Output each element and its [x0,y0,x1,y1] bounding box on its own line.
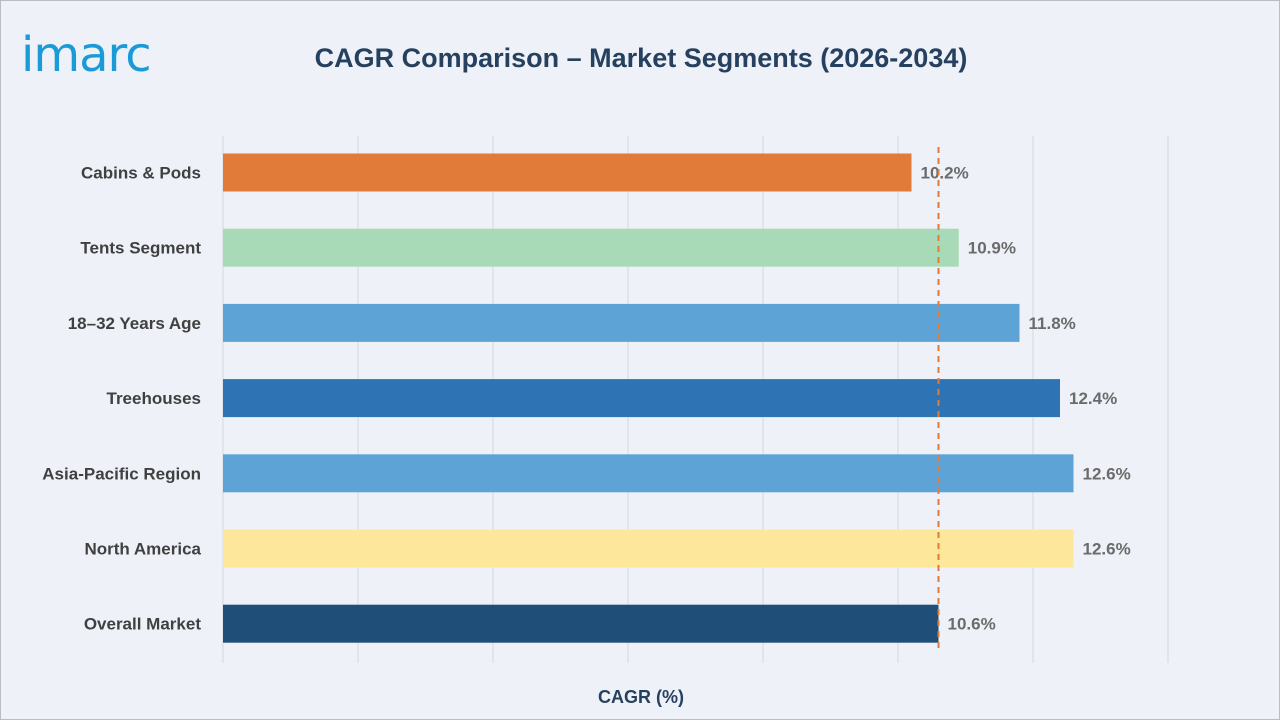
bar-6 [223,604,939,643]
category-label: Treehouses [107,389,202,408]
category-label: 18–32 Years Age [68,314,201,333]
chart-title: CAGR Comparison – Market Segments (2026-… [314,43,968,73]
x-axis-label: CAGR (%) [598,687,684,707]
data-label: 10.9% [968,239,1016,258]
bar-5 [223,529,1074,568]
bar-3 [223,379,1060,418]
data-label: 10.2% [921,164,969,183]
data-label: 12.6% [1083,464,1131,483]
data-label: 12.4% [1069,389,1117,408]
bar-4 [223,454,1074,493]
category-label: Cabins & Pods [81,164,201,183]
bar-1 [223,228,959,267]
category-label: Overall Market [84,615,202,634]
category-label: Tents Segment [80,239,201,258]
data-label: 10.6% [948,615,996,634]
category-label: Asia-Pacific Region [42,464,201,483]
imarc-logo: imarc [21,27,152,83]
bar-0 [223,153,912,192]
category-label: North America [84,540,201,559]
data-label: 11.8% [1029,314,1076,333]
bar-2 [223,303,1020,342]
data-label: 12.6% [1083,540,1131,559]
